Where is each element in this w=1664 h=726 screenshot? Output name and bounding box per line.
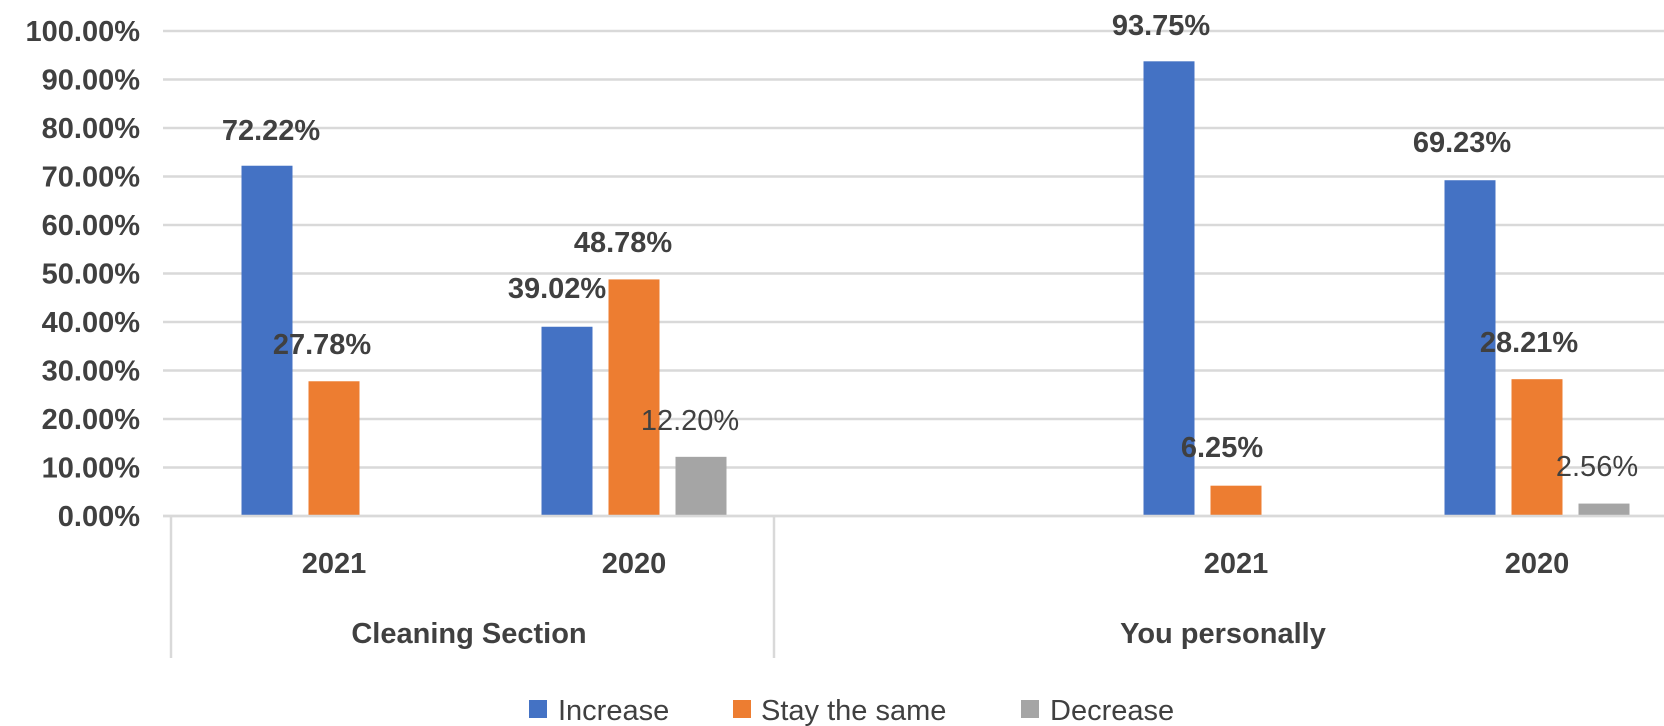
y-tick-label: 70.00% bbox=[42, 162, 141, 194]
data-label: 12.20% bbox=[641, 405, 739, 437]
bar-decrease bbox=[1578, 503, 1630, 516]
data-label: 72.22% bbox=[222, 115, 321, 147]
x-group-label: Cleaning Section bbox=[351, 618, 586, 650]
bar-stay-the-same bbox=[608, 279, 660, 516]
data-label: 28.21% bbox=[1480, 327, 1579, 359]
y-tick-label: 100.00% bbox=[26, 16, 141, 48]
x-category-label: 2020 bbox=[602, 548, 667, 580]
y-tick-label: 80.00% bbox=[42, 113, 141, 145]
gridlines bbox=[163, 29, 1664, 518]
legend-label: Increase bbox=[558, 695, 669, 726]
data-labels: 72.22% 39.02% 93.75% 69.23% 27.78% 48.78% 6.25… bbox=[222, 10, 1638, 483]
bar-increase bbox=[541, 326, 593, 516]
bar-decrease bbox=[675, 456, 727, 516]
legend-swatch bbox=[1021, 700, 1039, 718]
data-label: 6.25% bbox=[1181, 432, 1263, 464]
y-tick-label: 20.00% bbox=[42, 404, 141, 436]
legend-label: Stay the same bbox=[761, 695, 946, 726]
x-category-label: 2021 bbox=[302, 548, 367, 580]
bars bbox=[241, 61, 1630, 516]
legend-swatch bbox=[733, 700, 751, 718]
bar-stay-the-same bbox=[1210, 485, 1262, 516]
data-label: 2.56% bbox=[1556, 451, 1638, 483]
data-label: 69.23% bbox=[1413, 127, 1512, 159]
y-axis-tick-labels: 0.00% 10.00% 20.00% 30.00% 40.00% 50.00% 60.00… bbox=[26, 16, 141, 533]
x-category-label: 2020 bbox=[1505, 548, 1570, 580]
legend-label: Decrease bbox=[1050, 695, 1174, 726]
bar-stay-the-same bbox=[308, 381, 360, 516]
data-label: 27.78% bbox=[273, 329, 372, 361]
legend: Increase Stay the same Decrease bbox=[529, 695, 1174, 726]
x-group-label: You personally bbox=[1120, 618, 1326, 650]
y-tick-label: 90.00% bbox=[42, 65, 141, 97]
legend-swatch bbox=[529, 700, 547, 718]
x-category-label: 2021 bbox=[1204, 548, 1269, 580]
y-tick-label: 10.00% bbox=[42, 453, 141, 485]
y-tick-label: 0.00% bbox=[58, 501, 140, 533]
y-tick-label: 50.00% bbox=[42, 259, 141, 291]
bar-increase bbox=[1444, 180, 1496, 516]
bar-increase bbox=[241, 165, 293, 516]
data-label: 39.02% bbox=[508, 273, 607, 305]
y-tick-label: 40.00% bbox=[42, 307, 141, 339]
data-label: 93.75% bbox=[1112, 10, 1211, 42]
y-tick-label: 60.00% bbox=[42, 210, 141, 242]
data-label: 48.78% bbox=[574, 227, 673, 259]
y-tick-label: 30.00% bbox=[42, 356, 141, 388]
bar-stay-the-same bbox=[1511, 379, 1563, 516]
bar-increase bbox=[1143, 61, 1195, 516]
x-axis: 2021 2020 2021 2020 Cleaning Section You pers… bbox=[163, 514, 1664, 658]
